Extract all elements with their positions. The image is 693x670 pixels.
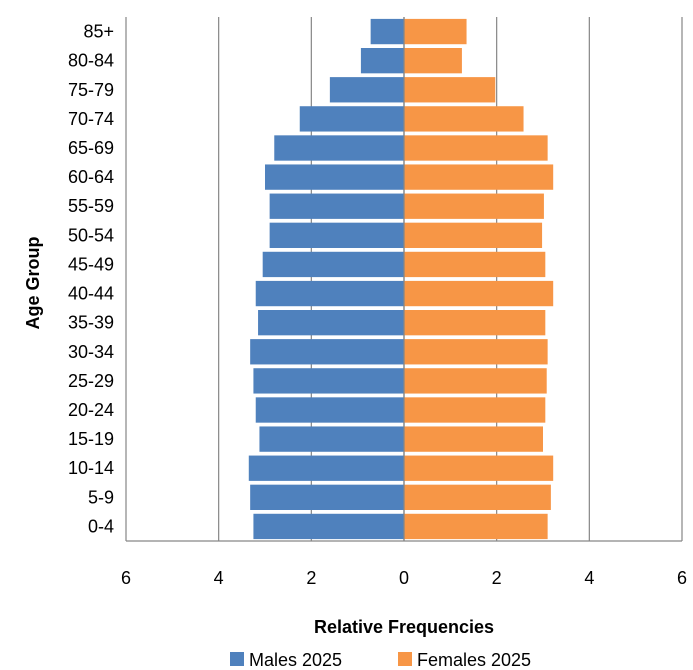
male-bar-10-14 [248,455,404,481]
category-label-0-4: 0-4 [88,516,114,536]
category-label-30-34: 30-34 [68,342,114,362]
category-label-50-54: 50-54 [68,225,114,245]
category-label-85+: 85+ [83,22,114,42]
x-tick-label-2: 2 [306,568,316,588]
female-bar-40-44 [404,280,554,307]
category-label-5-9: 5-9 [88,487,114,507]
category-label-65-69: 65-69 [68,138,114,158]
female-bar-25-29 [404,368,547,394]
category-label-40-44: 40-44 [68,284,114,304]
male-bar-30-34 [250,339,404,365]
male-bars [248,18,404,540]
female-bar-45-49 [404,251,546,278]
category-label-15-19: 15-19 [68,429,114,449]
category-label-45-49: 45-49 [68,254,114,274]
male-bar-70-74 [299,106,404,132]
male-bar-50-54 [269,222,404,248]
female-bar-0-4 [404,513,548,540]
female-bar-70-74 [404,106,524,132]
male-bar-75-79 [329,77,404,103]
female-bar-60-64 [404,164,554,190]
legend-swatch-males [230,652,244,666]
female-bar-75-79 [404,77,496,103]
male-bar-55-59 [269,193,404,219]
category-labels: 0-4 5-9 10-14 15-19 20-24 25-29 30-34 35-39 40-4… [68,22,114,537]
category-label-60-64: 60-64 [68,167,114,187]
female-bar-15-19 [404,426,543,452]
y-axis-title: Age Group [23,236,43,329]
legend: Males 2025 Females 2025 [230,650,531,670]
female-bar-65-69 [404,135,548,161]
category-label-75-79: 75-79 [68,80,114,100]
legend-label-males: Males 2025 [249,650,342,670]
legend-label-females: Females 2025 [417,650,531,670]
female-bar-5-9 [404,484,551,510]
male-bar-15-19 [259,426,404,452]
category-label-80-84: 80-84 [68,51,114,71]
category-label-35-39: 35-39 [68,313,114,333]
male-bar-65-69 [274,135,404,161]
x-tick-labels: 6 4 2 0 2 4 6 [121,568,687,588]
female-bar-10-14 [404,455,554,481]
female-bar-55-59 [404,193,544,219]
female-bar-20-24 [404,397,546,423]
male-bar-80-84 [360,48,404,74]
male-bar-40-44 [255,280,404,307]
x-axis-title: Relative Frequencies [314,617,494,637]
female-bar-50-54 [404,222,543,248]
x-tick-label-3: 0 [399,568,409,588]
category-label-25-29: 25-29 [68,371,114,391]
female-bar-30-34 [404,339,548,365]
x-tick-label-1: 4 [214,568,224,588]
category-label-10-14: 10-14 [68,458,114,478]
male-bar-35-39 [258,310,404,336]
male-bar-25-29 [253,368,404,394]
category-label-55-59: 55-59 [68,196,114,216]
female-bar-35-39 [404,310,546,336]
female-bar-85+ [404,18,467,45]
female-bars [404,18,554,540]
x-tick-label-6: 6 [677,568,687,588]
category-label-70-74: 70-74 [68,109,114,129]
x-tick-label-4: 2 [492,568,502,588]
male-bar-85+ [370,18,404,45]
male-bar-45-49 [262,251,404,278]
x-tick-label-0: 6 [121,568,131,588]
male-bar-20-24 [255,397,404,423]
x-tick-label-5: 4 [584,568,594,588]
category-label-20-24: 20-24 [68,400,114,420]
male-bar-60-64 [265,164,404,190]
legend-swatch-females [398,652,412,666]
male-bar-5-9 [250,484,404,510]
male-bar-0-4 [253,513,404,540]
female-bar-80-84 [404,48,462,74]
